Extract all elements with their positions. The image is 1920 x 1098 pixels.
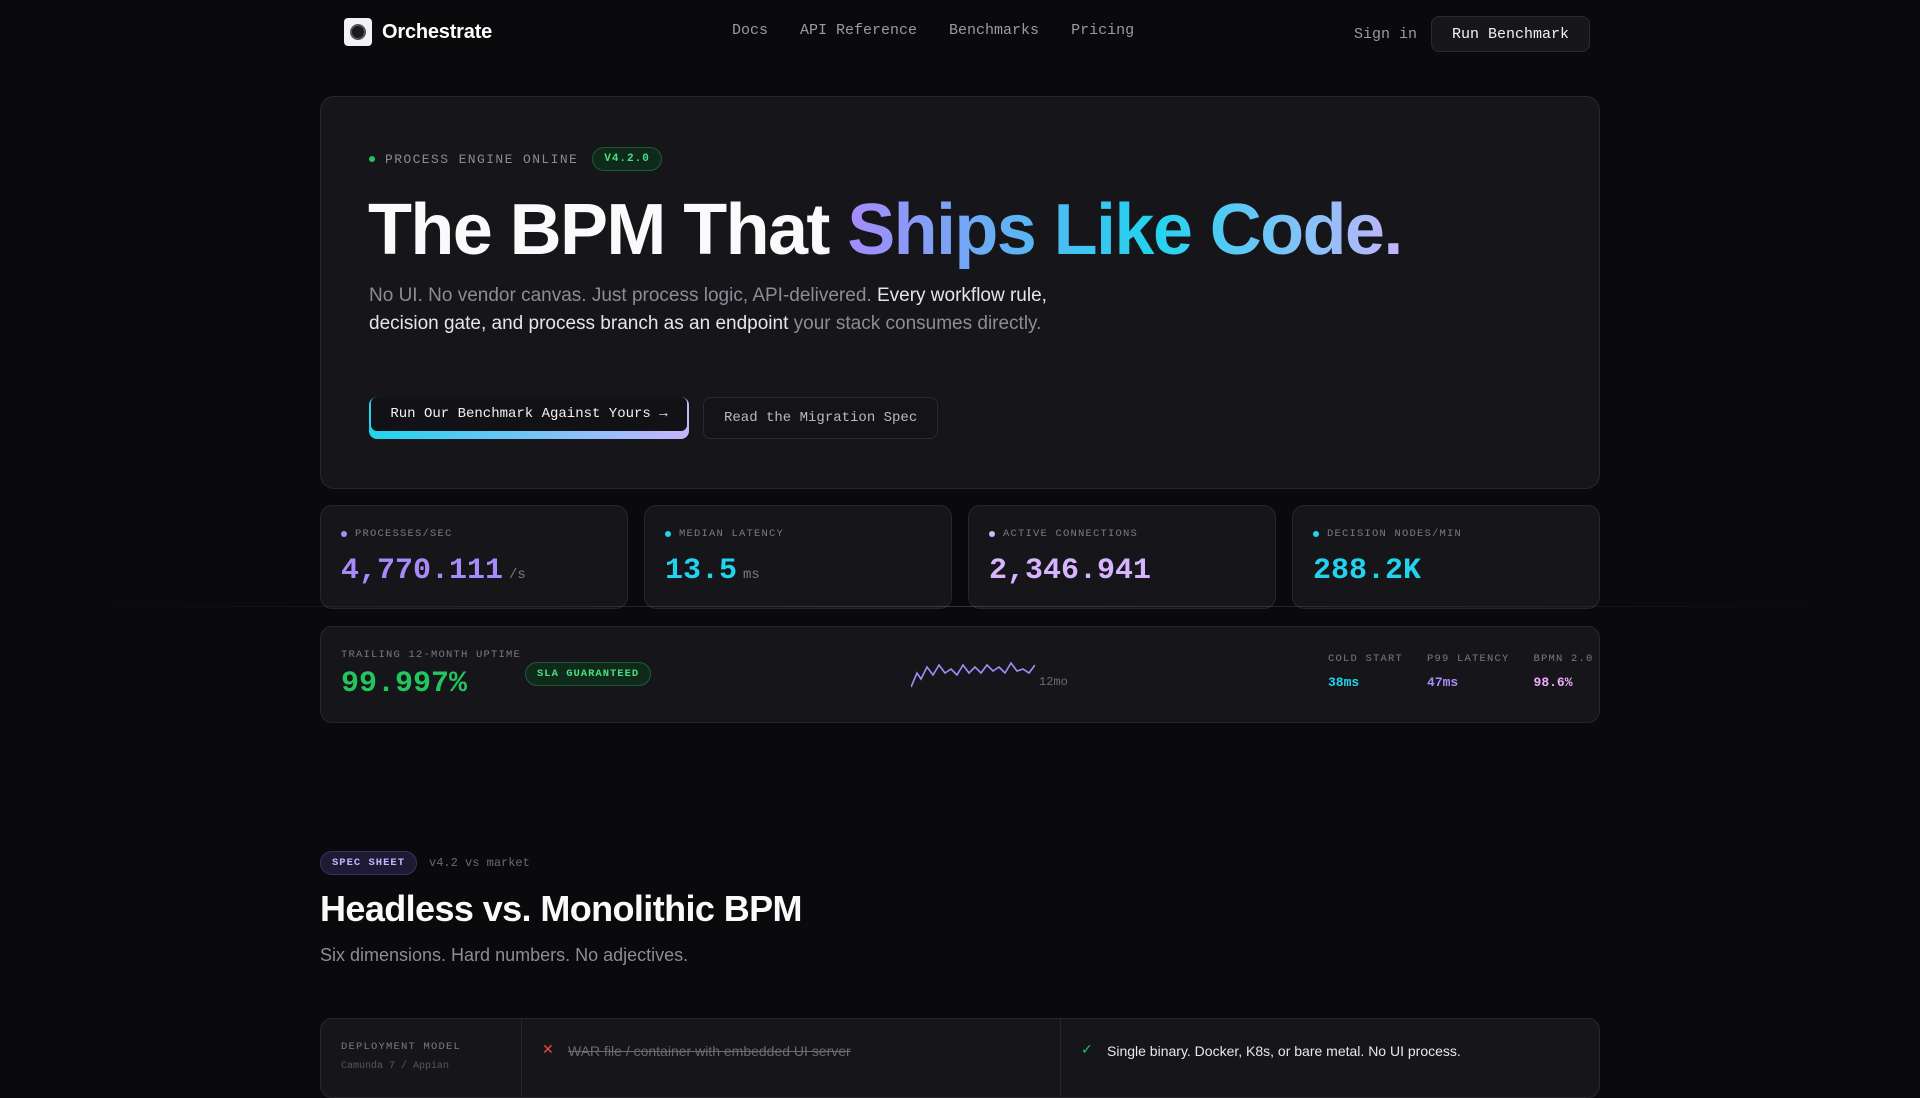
headline-plain: The BPM That [368,190,848,270]
stats-row: PROCESSES/SEC 4,770.111/s MEDIAN LATENCY… [320,505,1600,609]
stat-card-decision-nodes: DECISION NODES/MIN 288.2K [1292,505,1600,609]
stat-dot-icon [989,531,995,537]
nav-link-api-reference[interactable]: API Reference [800,22,918,39]
uptime-sparkline [911,661,1035,688]
legacy-value: WAR file / container with embedded UI se… [568,1043,851,1059]
status-text: PROCESS ENGINE ONLINE [385,151,579,167]
uptime-label: TRAILING 12-MONTH UPTIME [341,649,522,661]
subcopy-part-2: your stack consumes directly. [788,313,1042,334]
row-label: DEPLOYMENT MODEL [341,1041,462,1053]
nav-link-pricing[interactable]: Pricing [1071,22,1135,39]
uptime-value: 99.997% [341,667,468,701]
logo-icon [344,18,372,46]
stat-value: 2,346.941 [989,554,1152,588]
stat-unit: /s [509,567,526,583]
stat-unit: ms [743,567,760,583]
stat-value: 4,770.111 [341,554,504,588]
run-benchmark-button[interactable]: Run Benchmark [1431,16,1591,52]
sparkline-label: 12mo [1039,675,1068,689]
version-badge: V4.2.0 [592,147,662,171]
uptime-mini-metrics: COLD START 38ms P99 LATENCY 47ms BPMN 2.… [1328,653,1594,690]
metric-value: 38ms [1328,675,1360,690]
hero-card: PROCESS ENGINE ONLINE V4.2.0 The BPM Tha… [320,96,1600,489]
spec-meta: v4.2 vs market [429,856,530,870]
nav-link-benchmarks[interactable]: Benchmarks [949,22,1040,39]
metric-label: BPMN 2.0 [1533,653,1594,665]
metric-p99-latency: P99 LATENCY 47ms [1427,653,1510,690]
row-sub-label: Camunda 7 / Appian [341,1061,450,1072]
subcopy-strong: Every workflow rule, decision gate, and … [369,285,1047,334]
spec-title: Headless vs. Monolithic BPM [320,888,803,929]
hero-subcopy: No UI. No vendor canvas. Just process lo… [369,282,1069,338]
spec-sheet-badge: SPEC SHEET [320,851,418,875]
nav-actions: Sign in Run Benchmark [1354,16,1591,52]
stat-dot-icon [1313,531,1319,537]
uptime-card: TRAILING 12-MONTH UPTIME 99.997% SLA GUA… [320,626,1600,723]
stat-label: MEDIAN LATENCY [679,528,785,540]
metric-value: 47ms [1427,675,1459,690]
spec-header-row: SPEC SHEET v4.2 vs market [320,851,530,875]
metric-cold-start: COLD START 38ms [1328,653,1403,690]
nav-links: Docs API Reference Benchmarks Pricing [732,22,1134,39]
divider-glow [80,606,1840,607]
top-nav: Orchestrate Docs API Reference Benchmark… [0,0,1920,64]
table-row-legacy-cell: ✕ WAR file / container with embedded UI … [522,1019,1061,1097]
metric-label: P99 LATENCY [1427,653,1510,665]
headline-gradient: Ships Like Code. [847,190,1403,270]
metric-label: COLD START [1328,653,1404,665]
stat-label: ACTIVE CONNECTIONS [1003,528,1139,540]
primary-button-label: Run Our Benchmark Against Yours → [371,397,687,431]
stat-value: 13.5 [665,554,738,588]
engine-status: PROCESS ENGINE ONLINE V4.2.0 [369,147,662,171]
sign-in-link[interactable]: Sign in [1354,25,1418,43]
table-row-orchestrate-cell: ✓ Single binary. Docker, K8s, or bare me… [1061,1019,1599,1097]
stat-card-connections: ACTIVE CONNECTIONS 2,346.941 [968,505,1276,609]
stat-card-processes: PROCESSES/SEC 4,770.111/s [320,505,628,609]
hero-cta-row: Run Our Benchmark Against Yours → Read t… [369,397,939,439]
nav-link-docs[interactable]: Docs [732,22,769,39]
subcopy-part-1: No UI. No vendor canvas. Just process lo… [369,285,877,306]
check-icon: ✓ [1081,1041,1093,1057]
stat-value: 288.2K [1313,554,1422,588]
metric-value: 98.6% [1533,675,1573,690]
stat-dot-icon [665,531,671,537]
brand-name: Orchestrate [382,20,493,43]
sla-badge: SLA GUARANTEED [525,662,652,686]
table-row-label-cell: DEPLOYMENT MODEL Camunda 7 / Appian [321,1019,522,1097]
brand-logo[interactable]: Orchestrate [344,18,492,46]
stat-label: DECISION NODES/MIN [1327,528,1463,540]
migration-spec-button[interactable]: Read the Migration Spec [703,397,939,439]
comparison-table: DEPLOYMENT MODEL Camunda 7 / Appian ✕ WA… [320,1018,1600,1098]
status-dot-icon [369,156,375,162]
metric-bpmn: BPMN 2.0 98.6% [1534,653,1594,690]
cross-icon: ✕ [542,1041,554,1057]
spec-subtitle: Six dimensions. Hard numbers. No adjecti… [320,945,689,965]
stat-label: PROCESSES/SEC [355,528,453,540]
orchestrate-value: Single binary. Docker, K8s, or bare meta… [1107,1043,1461,1059]
hero-headline: The BPM That Ships Like Code. [368,189,1403,271]
run-benchmark-against-yours-button[interactable]: Run Our Benchmark Against Yours → [369,397,689,439]
stat-dot-icon [341,531,347,537]
stat-card-latency: MEDIAN LATENCY 13.5 ms [644,505,952,609]
